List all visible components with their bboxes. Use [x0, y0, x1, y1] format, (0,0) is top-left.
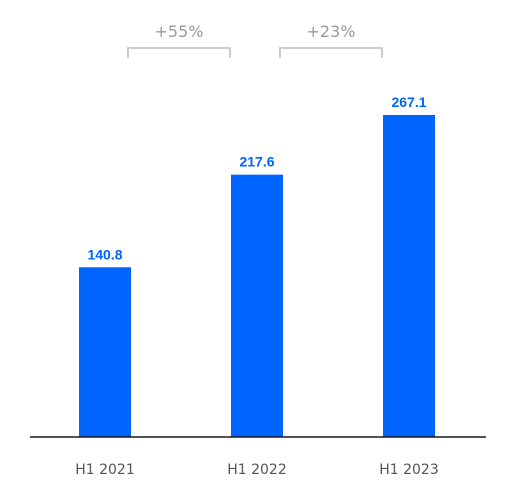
x-tick-label-h1-2022: H1 2022: [227, 462, 287, 478]
growth-annotation-2: +23%: [307, 22, 356, 41]
data-label-h1-2021: 140.8: [87, 246, 122, 262]
category-labels: H1 2021 H1 2022 H1 2023: [75, 462, 439, 478]
growth-bracket-2: [279, 47, 383, 58]
bar-h1-2022: [231, 174, 283, 437]
x-tick-label-h1-2021: H1 2021: [75, 462, 135, 478]
bars: [79, 115, 435, 437]
x-tick-label-h1-2023: H1 2023: [379, 462, 439, 478]
data-label-h1-2022: 217.6: [239, 154, 274, 170]
bar-h1-2023: [383, 115, 435, 437]
bar-h1-2021: [79, 267, 131, 437]
growth-annotation-1: +55%: [155, 22, 204, 41]
value-labels: 140.8 217.6 267.1: [87, 94, 426, 262]
data-label-h1-2023: 267.1: [391, 94, 426, 110]
growth-brackets: +55% +23%: [127, 22, 383, 58]
growth-bracket-1: [127, 47, 231, 58]
